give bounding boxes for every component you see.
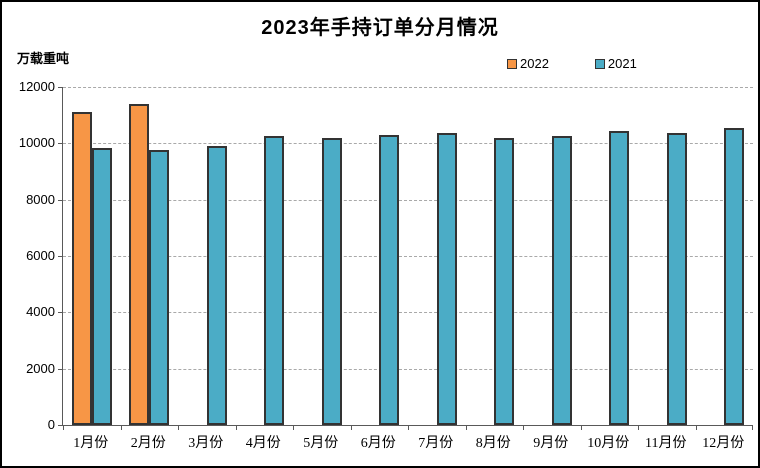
legend: 2022 2021 <box>507 56 637 71</box>
plot-area <box>58 87 753 430</box>
y-tick-10000 <box>58 143 62 145</box>
x-tick-10 <box>638 426 639 430</box>
gridline-10000 <box>63 143 753 145</box>
legend-item-2021: 2021 <box>594 56 637 71</box>
x-tick-0 <box>63 426 64 430</box>
y-tick-4000 <box>58 312 62 314</box>
legend-item-2022: 2022 <box>507 56 549 71</box>
x-label-m4: 4月份 <box>245 436 281 451</box>
x-label-m8: 8月份 <box>475 436 511 451</box>
gridline-4000 <box>63 312 753 314</box>
legend-label-2021: 2021 <box>607 56 637 71</box>
y-tick-12000 <box>58 87 62 88</box>
bar-2021-m7 <box>436 133 457 425</box>
x-label-m9: 9月份 <box>533 436 569 451</box>
x-label-m1: 1月份 <box>73 436 109 451</box>
bar-2021-m6 <box>379 134 400 425</box>
x-label-m6: 6月份 <box>360 436 396 451</box>
y-tick-label-6000: 6000 <box>26 248 55 263</box>
bar-2022-m1 <box>71 112 92 425</box>
bar-2021-m2 <box>149 150 170 425</box>
bar-2021-m5 <box>321 137 342 425</box>
bar-2021-m9 <box>551 136 572 425</box>
x-label-m10: 10月份 <box>587 436 630 451</box>
y-tick-8000 <box>58 199 62 201</box>
x-tick-3 <box>235 426 237 430</box>
x-label-m12: 12月份 <box>702 436 745 451</box>
x-tick-11 <box>695 426 697 430</box>
y-tick-0 <box>58 425 62 426</box>
y-axis-unit-label: 万载重吨 <box>17 51 70 66</box>
y-tick-label-10000: 10000 <box>18 135 55 151</box>
y-tick-label-2000: 2000 <box>26 360 55 376</box>
x-label-m5: 5月份 <box>303 436 339 451</box>
x-tick-6 <box>408 426 409 430</box>
bar-2021-m12 <box>724 127 745 425</box>
x-tick-5 <box>350 426 352 430</box>
gridline-8000 <box>63 199 753 201</box>
bar-2021-m10 <box>609 130 630 425</box>
x-label-m7: 7月份 <box>418 436 454 451</box>
y-tick-6000 <box>58 256 62 257</box>
x-tick-8 <box>523 426 524 430</box>
gridline-6000 <box>63 256 753 257</box>
x-tick-4 <box>293 426 294 430</box>
x-label-m11: 11月份 <box>645 436 687 451</box>
bar-2022-m2 <box>129 103 150 425</box>
gridline-12000 <box>63 87 753 88</box>
bar-2021-m8 <box>494 137 515 425</box>
x-tick-7 <box>465 426 467 430</box>
x-tick-9 <box>580 426 582 430</box>
y-tick-label-0: 0 <box>47 417 55 432</box>
chart-title: 2023年手持订单分月情况 <box>261 17 499 39</box>
x-tick-2 <box>178 426 179 430</box>
y-tick-2000 <box>58 368 62 370</box>
y-tick-label-12000: 12000 <box>18 79 55 94</box>
bar-2021-m3 <box>206 146 227 425</box>
x-label-m2: 2月份 <box>130 436 166 451</box>
x-tick-12 <box>752 426 753 430</box>
y-tick-label-8000: 8000 <box>26 191 55 207</box>
y-axis-labels: 0 2000 4000 6000 8000 10000 12000 <box>2 80 55 432</box>
x-label-m3: 3月份 <box>188 436 224 451</box>
legend-label-2022: 2022 <box>520 56 549 71</box>
x-tick-1 <box>120 426 122 430</box>
bar-2021-m1 <box>91 147 112 425</box>
gridline-2000 <box>63 368 753 370</box>
y-tick-label-4000: 4000 <box>26 304 55 320</box>
x-axis-labels: 1月份 2月份 3月份 4月份 5月份 6月份 7月份 8月份 9月份 10月份 11月份 12月份 <box>62 432 752 454</box>
legend-swatch-2022 <box>507 58 517 69</box>
bar-2021-m4 <box>264 136 285 425</box>
legend-swatch-2021 <box>594 58 605 69</box>
bar-2021-m11 <box>666 133 687 425</box>
